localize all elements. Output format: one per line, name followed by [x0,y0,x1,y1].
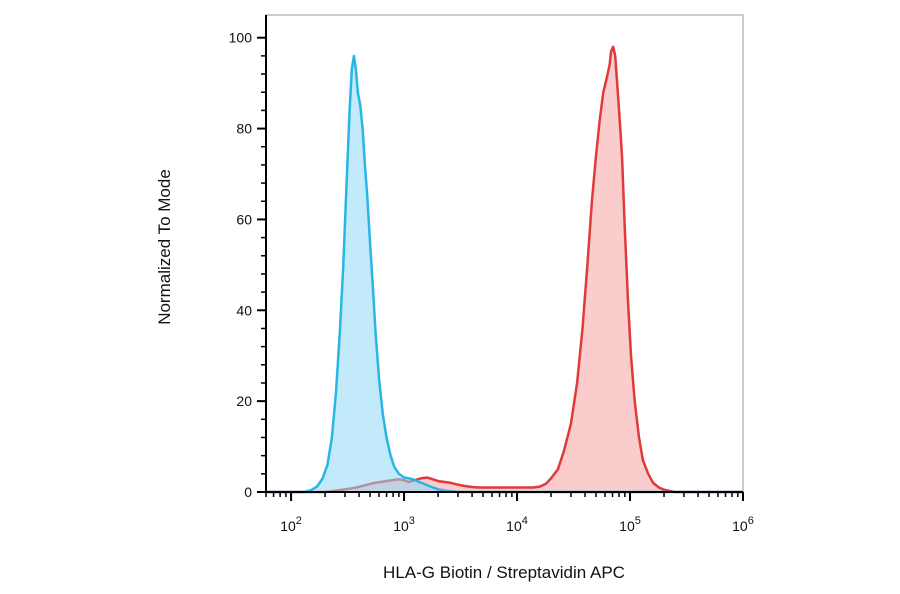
y-tick-label: 40 [236,302,252,318]
series-layer [266,45,743,494]
x-tick-label: 106 [732,515,754,534]
x-axis-ticks: 102 103 104 105 106 [265,492,754,534]
x-tick-label: 103 [393,515,415,534]
y-tick-label: 80 [236,121,252,137]
x-tick-label: 105 [619,515,641,534]
x-tick-label: 102 [280,515,302,534]
series-1-fill [266,55,743,493]
series-1-line [266,54,743,494]
y-axis-ticks: 0 20 40 60 80 100 [229,30,266,500]
y-tick-label: 20 [236,393,252,409]
x-tick-label: 104 [506,515,528,534]
y-axis-title: Normalized To Mode [155,169,174,325]
x-axis-title: HLA-G Biotin / Streptavidin APC [383,563,625,582]
y-tick-label: 100 [229,30,253,46]
series-0-fill [266,46,743,493]
y-tick-label: 0 [244,484,252,500]
y-tick-label: 60 [236,211,252,227]
